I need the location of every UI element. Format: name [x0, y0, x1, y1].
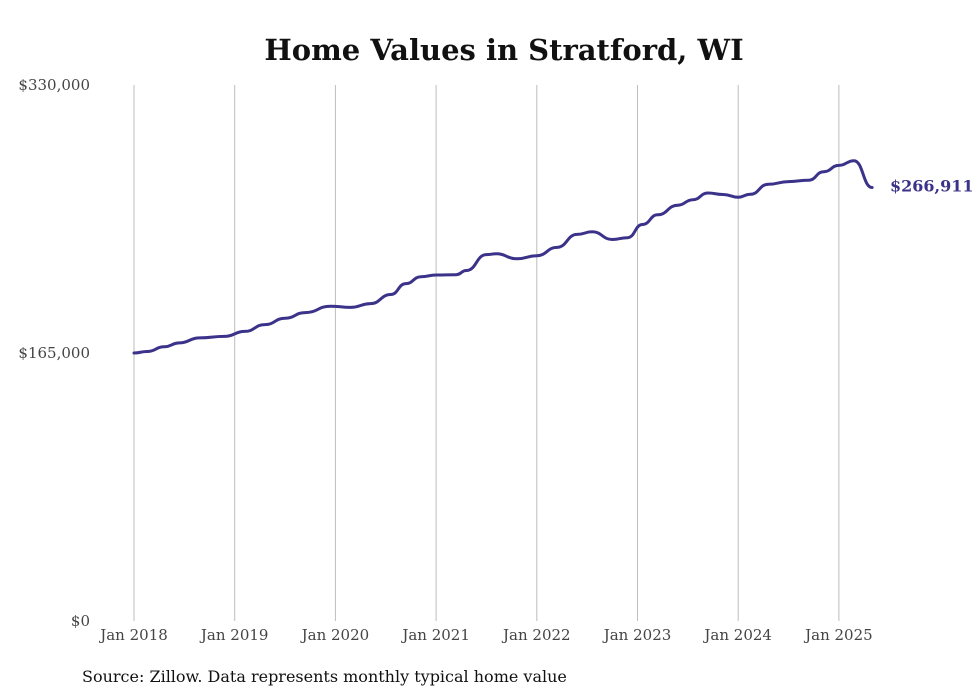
x-tick-label: Jan 2021	[400, 626, 470, 644]
x-axis-tick-labels: Jan 2018 Jan 2019 Jan 2020 Jan 2021 Jan 2022…	[98, 626, 872, 644]
y-axis-tick-labels: $0 $165,000 $330,000	[18, 76, 90, 630]
series-line	[132, 159, 874, 355]
x-tick-label: Jan 2022	[501, 626, 571, 644]
y-tick-label: $0	[71, 612, 90, 630]
x-tick-label: Jan 2024	[702, 626, 772, 644]
y-tick-label: $165,000	[18, 344, 90, 362]
x-tick-label: Jan 2025	[803, 626, 873, 644]
chart-title: Home Values in Stratford, WI	[264, 33, 743, 67]
x-tick-label: Jan 2019	[199, 626, 269, 644]
x-tick-label: Jan 2020	[300, 626, 370, 644]
vertical-gridlines	[133, 85, 840, 621]
source-note: Source: Zillow. Data represents monthly …	[82, 667, 567, 686]
y-tick-label: $330,000	[18, 76, 90, 94]
x-tick-label: Jan 2018	[98, 626, 168, 644]
end-value-label: $266,911	[890, 177, 974, 196]
x-tick-label: Jan 2023	[602, 626, 672, 644]
